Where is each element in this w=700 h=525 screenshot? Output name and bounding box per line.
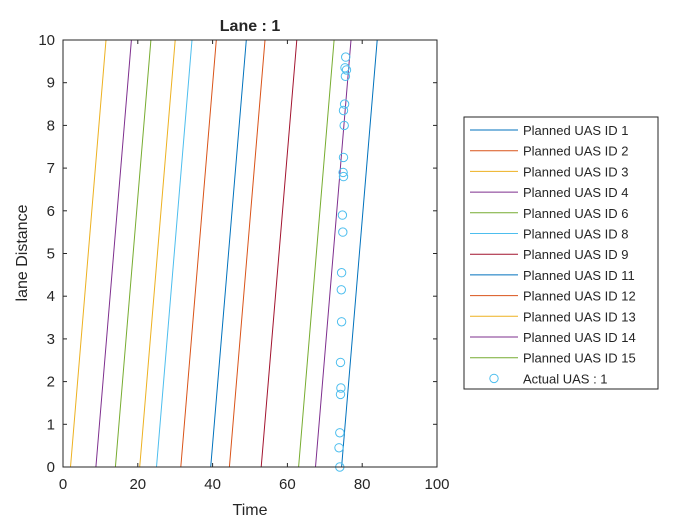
legend-box (463, 116, 659, 390)
legend-items: Planned UAS ID 1 Planned UAS ID 2 Planned … (470, 123, 636, 386)
y-tick-label: 5 (47, 246, 55, 263)
legend-label: Planned UAS ID 13 (523, 309, 636, 324)
y-tick-label: 10 (38, 32, 55, 49)
x-tick-label: 60 (279, 476, 296, 493)
actual-point (338, 167, 348, 178)
series-layer (70, 39, 378, 468)
legend-label: Planned UAS ID 2 (523, 144, 629, 159)
legend-swatch-marker (489, 373, 499, 384)
actual-point (337, 210, 348, 220)
y-tick-label: 6 (47, 203, 55, 220)
actual-point (336, 268, 347, 278)
legend-label: Planned UAS ID 9 (523, 247, 629, 262)
series-line-4 (95, 39, 132, 468)
series-line-3 (70, 39, 107, 468)
x-tick-label: 80 (354, 476, 371, 493)
axes-background (63, 40, 437, 467)
series-line-8 (210, 39, 247, 468)
series-line-7 (260, 39, 298, 468)
x-tick-label: 0 (59, 476, 67, 493)
actual-point (338, 152, 349, 163)
x-axis-label: Time (233, 502, 268, 519)
y-ticks: 0 1 2 3 4 5 6 7 8 9 10 (38, 32, 437, 476)
actual-point (336, 285, 346, 295)
legend-label: Planned UAS ID 11 (523, 268, 635, 283)
y-tick-label: 0 (47, 459, 55, 476)
series-line-5 (114, 39, 152, 468)
actual-point (338, 105, 349, 116)
x-tick-label: 20 (129, 476, 146, 493)
y-tick-label: 2 (47, 374, 55, 391)
actual-point (338, 171, 349, 182)
y-tick-label: 8 (47, 117, 55, 134)
series-line-1 (341, 39, 378, 468)
actual-point (335, 357, 346, 368)
legend: Planned UAS ID 1 Planned UAS ID 2 Planned … (463, 116, 659, 390)
y-tick-label: 4 (47, 288, 55, 305)
actual-point (335, 389, 346, 400)
x-tick-label: 100 (424, 476, 449, 493)
legend-label: Planned UAS ID 1 (523, 123, 629, 138)
y-tick-label: 7 (47, 160, 55, 177)
legend-label: Planned UAS ID 12 (523, 289, 636, 304)
legend-label: Planned UAS ID 6 (523, 206, 629, 221)
x-tick-label: 40 (204, 476, 221, 493)
legend-label: Planned UAS ID 14 (523, 330, 636, 345)
actual-point (340, 63, 350, 73)
y-tick-label: 3 (47, 331, 55, 348)
legend-label: Planned UAS ID 3 (523, 164, 629, 179)
actual-point (339, 120, 349, 131)
actual-point (338, 227, 348, 237)
series-line-9 (228, 39, 266, 468)
actual-point (335, 428, 345, 438)
series-line-11 (315, 39, 352, 468)
series-line-2 (180, 39, 217, 468)
actual-point (341, 52, 351, 62)
scatter-layer (334, 52, 352, 472)
y-tick-label: 1 (47, 416, 55, 433)
series-line-12 (298, 39, 335, 468)
plot-area: 0 20 40 60 80 100 0 1 2 3 4 5 6 7 8 9 10 (38, 32, 449, 493)
actual-point (341, 65, 352, 75)
y-tick-label: 9 (47, 75, 55, 92)
y-axis-label: lane Distance (14, 204, 31, 301)
actual-point (339, 99, 350, 109)
legend-label: Planned UAS ID 8 (523, 227, 629, 242)
legend-label: Planned UAS ID 4 (523, 185, 629, 200)
x-ticks: 0 20 40 60 80 100 (59, 40, 450, 493)
actual-point (336, 317, 347, 327)
actual-point (334, 443, 344, 453)
actual-point (336, 383, 346, 393)
series-line-10 (139, 39, 176, 468)
chart-title: Lane : 1 (220, 18, 281, 35)
legend-label: Planned UAS ID 15 (523, 351, 636, 366)
series-line-6 (156, 39, 193, 468)
legend-label: Actual UAS : 1 (523, 371, 608, 386)
